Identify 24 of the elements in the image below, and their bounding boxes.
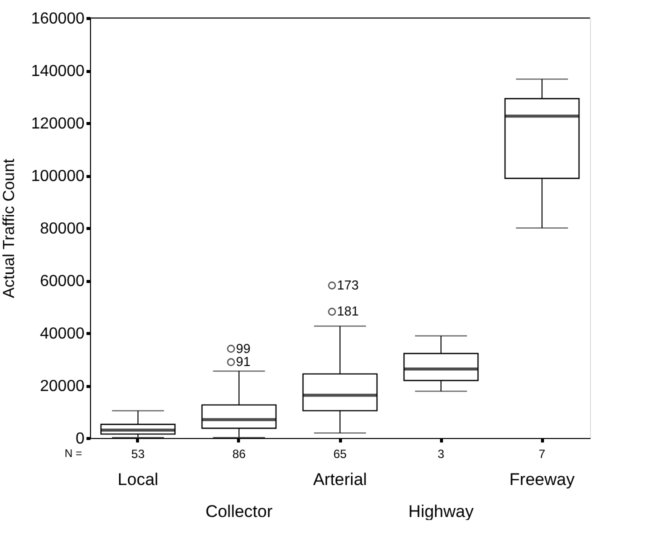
annotation: 99 <box>236 340 250 356</box>
annotation: 173 <box>337 277 359 292</box>
y-tick-label: 20000 <box>40 378 85 395</box>
y-tick-label: 140000 <box>31 63 85 80</box>
x-tick-label: Collector <box>205 502 273 521</box>
y-tick-label: 80000 <box>40 220 85 238</box>
text: 7 <box>538 447 546 461</box>
y-tick-label: 100000 <box>31 168 85 185</box>
y-tick-label: 0 <box>76 430 85 448</box>
text: 53 <box>131 447 145 461</box>
text: N = <box>64 448 82 460</box>
text: 3 <box>438 447 445 461</box>
annotation: 91 <box>236 354 250 370</box>
x-tick-label: Arterial <box>313 470 367 489</box>
annotation: 181 <box>337 304 359 319</box>
y-axis-title: Actual Traffic Count <box>1 158 18 298</box>
y-tick-label: 120000 <box>31 116 85 132</box>
y-tick-label: 40000 <box>40 326 85 342</box>
text: 86 <box>232 447 246 461</box>
y-tick-label: 60000 <box>40 273 85 290</box>
x-tick-label: Local <box>118 470 158 489</box>
x-tick-label: Freeway <box>509 470 576 489</box>
text: 65 <box>333 447 347 461</box>
y-tick-label: 160000 <box>31 10 85 28</box>
